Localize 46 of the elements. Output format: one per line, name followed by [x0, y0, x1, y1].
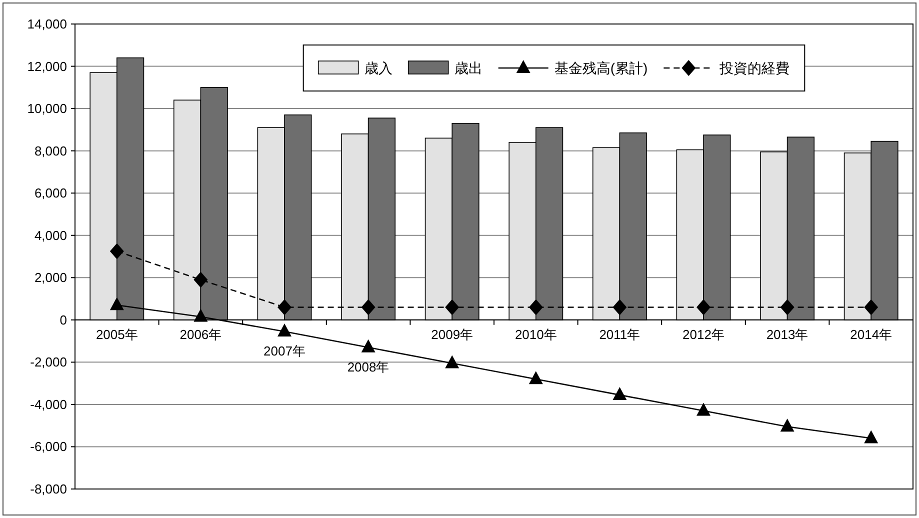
x-tick-label: 2008年 [347, 359, 390, 374]
point [445, 299, 460, 316]
x-tick-label: 2011年 [599, 326, 640, 342]
point [612, 386, 627, 400]
x-tick-label: 2009年 [431, 326, 474, 342]
point [864, 430, 878, 444]
x-tick-label: 2005年 [96, 326, 138, 342]
y-tick-label: 6,000 [34, 186, 67, 201]
point [864, 299, 878, 316]
y-tick-label: 2,000 [34, 270, 67, 286]
y-tick-label: 4,000 [34, 228, 67, 243]
legend-label: 基金残高(累計) [554, 60, 648, 76]
point [194, 308, 208, 322]
point [278, 299, 292, 316]
x-tick-label: 2014年 [850, 326, 892, 342]
point [780, 418, 794, 432]
point [110, 297, 124, 310]
y-tick-label: -4,000 [30, 396, 67, 412]
x-tick-label: 2012年 [682, 326, 724, 342]
point [110, 243, 124, 260]
y-tick-label: -6,000 [30, 439, 67, 454]
y-tick-label: 10,000 [27, 101, 67, 116]
y-tick-label: -2,000 [30, 354, 67, 370]
point [696, 402, 710, 416]
x-tick-label: 2013年 [766, 326, 808, 342]
point [361, 299, 376, 316]
point [361, 339, 376, 352]
point [278, 324, 292, 337]
x-tick-label: 2010年 [514, 326, 557, 342]
point [780, 299, 794, 316]
y-tick-label: 8,000 [34, 143, 67, 158]
point [528, 299, 543, 316]
x-tick-label: 2006年 [180, 326, 222, 342]
y-tick-label: -8,000 [30, 482, 67, 496]
legend-label: 歳入 [364, 60, 392, 76]
point [528, 371, 543, 384]
legend-label: 投資的経費 [718, 60, 790, 76]
point [445, 355, 460, 368]
legend-label: 歳出 [454, 60, 482, 76]
y-tick-label: 14,000 [27, 16, 67, 32]
point [696, 299, 710, 316]
point [612, 299, 627, 316]
point [194, 272, 208, 288]
y-tick-label: 12,000 [27, 58, 67, 74]
y-tick-label: 0 [60, 312, 67, 328]
x-tick-label: 2007年 [264, 344, 306, 359]
